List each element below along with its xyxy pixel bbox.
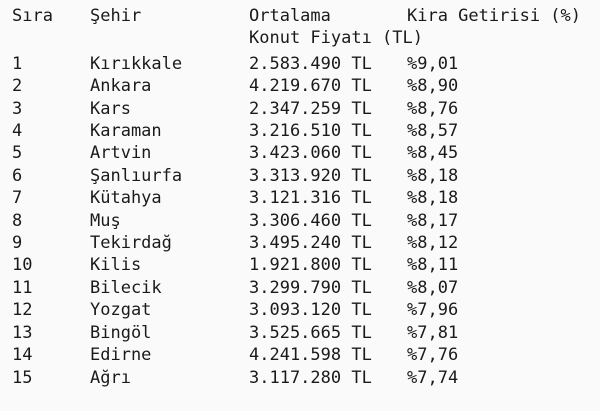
- table-row: 7 Kütahya 3.121.316 TL %8,18: [12, 187, 600, 209]
- yield-cell: %8,45: [407, 143, 459, 164]
- header-yield: Kira Getirisi (%): [407, 6, 581, 26]
- table-row: 11 Bilecik 3.299.790 TL %8,07: [12, 277, 600, 299]
- table-row: 4 Karaman 3.216.510 TL %8,57: [12, 120, 600, 142]
- rank-cell: 9: [12, 233, 23, 254]
- table-row: 8 Muş 3.306.460 TL %8,17: [12, 210, 600, 232]
- table-row: 9 Tekirdağ 3.495.240 TL %8,12: [12, 232, 600, 254]
- rank-cell: 13: [12, 322, 33, 343]
- table-header: Sıra Şehir Ortalama Konut Fiyatı (TL) Ki…: [12, 5, 600, 50]
- price-cell: 1.921.800 TL: [249, 255, 372, 276]
- rank-cell: 6: [12, 165, 23, 186]
- rank-cell: 11: [12, 277, 33, 298]
- city-cell: Kütahya: [90, 188, 162, 209]
- rank-cell: 12: [12, 300, 33, 321]
- rank-cell: 7: [12, 188, 23, 209]
- city-cell: Ağrı: [90, 367, 131, 388]
- yield-cell: %8,07: [407, 277, 459, 298]
- rank-cell: 4: [12, 121, 23, 142]
- rank-cell: 3: [12, 98, 23, 119]
- price-cell: 3.423.060 TL: [249, 143, 372, 164]
- yield-cell: %9,01: [407, 53, 459, 74]
- city-cell: Kilis: [90, 255, 142, 276]
- table-row: 1 Kırıkkale 2.583.490 TL %9,01: [12, 53, 600, 75]
- price-cell: 3.299.790 TL: [249, 277, 372, 298]
- table-row: 6 Şanlıurfa 3.313.920 TL %8,18: [12, 165, 600, 187]
- yield-cell: %8,17: [407, 210, 459, 231]
- price-cell: 4.219.670 TL: [249, 76, 372, 97]
- table-row: 2 Ankara 4.219.670 TL %8,90: [12, 75, 600, 97]
- city-cell: Muş: [90, 210, 121, 231]
- table-row: 5 Artvin 3.423.060 TL %8,45: [12, 142, 600, 164]
- city-cell: Yozgat: [90, 300, 152, 321]
- yield-cell: %8,18: [407, 188, 459, 209]
- city-cell: Edirne: [90, 345, 152, 366]
- city-cell: Karaman: [90, 121, 162, 142]
- header-city: Şehir: [90, 6, 142, 26]
- rank-cell: 14: [12, 345, 33, 366]
- table-row: 3 Kars 2.347.259 TL %8,76: [12, 98, 600, 120]
- price-cell: 3.093.120 TL: [249, 300, 372, 321]
- city-cell: Kırıkkale: [90, 53, 183, 74]
- yield-cell: %8,18: [407, 165, 459, 186]
- price-cell: 3.121.316 TL: [249, 188, 372, 209]
- price-cell: 3.306.460 TL: [249, 210, 372, 231]
- city-cell: Bilecik: [90, 277, 162, 298]
- rank-cell: 5: [12, 143, 23, 164]
- city-cell: Kars: [90, 98, 131, 119]
- table-row: 15 Ağrı 3.117.280 TL %7,74: [12, 367, 600, 389]
- yield-cell: %8,12: [407, 233, 459, 254]
- city-cell: Ankara: [90, 76, 152, 97]
- header-price-line2: Konut Fiyatı (TL): [249, 28, 423, 49]
- price-cell: 2.347.259 TL: [249, 98, 372, 119]
- yield-cell: %8,11: [407, 255, 459, 276]
- rank-cell: 8: [12, 210, 23, 231]
- price-cell: 4.241.598 TL: [249, 345, 372, 366]
- city-cell: Şanlıurfa: [90, 165, 183, 186]
- table-body: 1 Kırıkkale 2.583.490 TL %9,01 2 Ankara …: [12, 53, 600, 389]
- table-row: 12 Yozgat 3.093.120 TL %7,96: [12, 299, 600, 321]
- price-cell: 3.525.665 TL: [249, 322, 372, 343]
- table-row: 13 Bingöl 3.525.665 TL %7,81: [12, 322, 600, 344]
- rank-cell: 10: [12, 255, 33, 276]
- city-cell: Bingöl: [90, 322, 152, 343]
- header-price: Ortalama Konut Fiyatı (TL): [249, 5, 423, 50]
- yield-cell: %7,96: [407, 300, 459, 321]
- yield-cell: %8,90: [407, 76, 459, 97]
- rank-cell: 1: [12, 53, 23, 74]
- city-cell: Tekirdağ: [90, 233, 172, 254]
- yield-cell: %7,81: [407, 322, 459, 343]
- header-rank: Sıra: [12, 6, 53, 26]
- yield-cell: %7,76: [407, 345, 459, 366]
- price-cell: 2.583.490 TL: [249, 53, 372, 74]
- yield-cell: %8,76: [407, 98, 459, 119]
- price-cell: 3.313.920 TL: [249, 165, 372, 186]
- price-cell: 3.216.510 TL: [249, 121, 372, 142]
- header-price-line1: Ortalama: [249, 6, 331, 26]
- price-cell: 3.495.240 TL: [249, 233, 372, 254]
- rank-cell: 2: [12, 76, 23, 97]
- yield-cell: %8,57: [407, 121, 459, 142]
- city-cell: Artvin: [90, 143, 152, 164]
- table-row: 10 Kilis 1.921.800 TL %8,11: [12, 254, 600, 276]
- table-row: 14 Edirne 4.241.598 TL %7,76: [12, 344, 600, 366]
- price-cell: 3.117.280 TL: [249, 367, 372, 388]
- rank-cell: 15: [12, 367, 33, 388]
- yield-cell: %7,74: [407, 367, 459, 388]
